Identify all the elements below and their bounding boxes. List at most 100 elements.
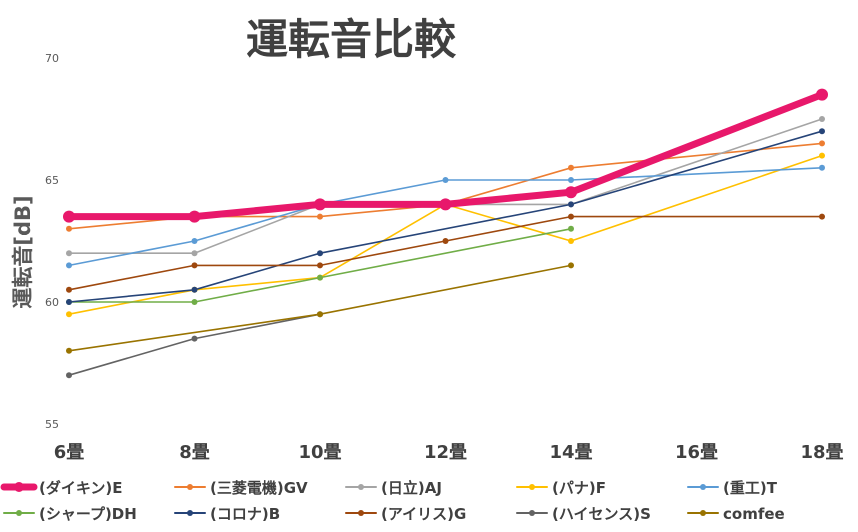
data-point <box>568 225 574 232</box>
legend-label: (ハイセンス)S <box>552 505 651 523</box>
data-point <box>819 213 825 220</box>
legend: (ダイキン)E (三菱電機)GV (日立)AJ (パナ)F (重工)T (シャープ)DH (… <box>0 479 785 523</box>
data-point <box>568 238 574 244</box>
legend-item: comfee <box>687 505 785 523</box>
legend-swatch-marker <box>16 510 22 516</box>
data-point <box>317 213 323 220</box>
legend-item: (日立)AJ <box>345 479 442 497</box>
series-line-segment <box>193 252 321 291</box>
legend-swatch-marker <box>529 510 535 516</box>
series-line-segment <box>570 130 823 206</box>
legend-label: (コロナ)B <box>210 505 280 523</box>
data-point <box>568 164 574 171</box>
series-line-segment <box>193 203 321 254</box>
series-line-segment <box>68 288 196 303</box>
series-line-segment <box>444 167 572 206</box>
chart-title: 運転音比較 <box>246 15 457 64</box>
data-point <box>565 186 577 199</box>
data-point <box>191 238 198 244</box>
data-point <box>66 225 72 232</box>
legend-swatch-marker <box>187 510 193 516</box>
data-point <box>819 152 825 159</box>
x-tick-label: 14畳 <box>549 442 592 463</box>
y-tick-label: 70 <box>45 52 59 65</box>
legend-label: (シャープ)DH <box>39 505 137 523</box>
data-point <box>317 262 323 269</box>
series-line-segment <box>319 203 572 254</box>
data-point <box>63 210 75 223</box>
legend-item: (三菱電機)GV <box>174 479 308 497</box>
data-point <box>819 140 825 147</box>
data-point <box>819 164 825 171</box>
legend-swatch-marker <box>14 482 24 492</box>
legend-swatch-marker <box>700 510 706 516</box>
legend-swatch-marker <box>700 484 706 490</box>
data-point <box>816 88 828 101</box>
legend-label: (ダイキン)E <box>39 479 123 497</box>
data-point <box>66 311 72 318</box>
series-line-segment <box>319 179 447 206</box>
legend-label: (アイリス)G <box>381 505 466 523</box>
data-point <box>568 213 574 220</box>
data-point <box>317 250 323 257</box>
data-point <box>317 311 323 318</box>
data-point <box>568 177 574 183</box>
data-point <box>66 250 72 257</box>
y-tick-label: 60 <box>45 296 59 309</box>
series-lines <box>65 91 826 377</box>
legend-label: (三菱電機)GV <box>210 479 308 497</box>
series-line-segment <box>319 240 447 267</box>
data-point <box>191 262 198 269</box>
data-point <box>819 116 825 122</box>
y-tick-label: 65 <box>45 174 59 187</box>
data-point <box>314 198 326 211</box>
data-point <box>191 286 198 293</box>
y-axis-label: 運転音[dB] <box>11 195 35 308</box>
y-tick-labels: 55 60 65 70 <box>45 52 59 431</box>
series-line-segment <box>193 313 321 340</box>
legend-swatch-marker <box>358 484 364 490</box>
series-line-segment <box>191 200 324 221</box>
series-line-segment <box>442 188 575 208</box>
series-line-segment <box>319 264 572 316</box>
legend-swatch-marker <box>529 484 535 490</box>
series-line-segment <box>68 313 321 352</box>
series-line-segment <box>444 203 572 242</box>
data-point <box>66 262 72 269</box>
legend-swatch-marker <box>187 484 193 490</box>
data-point <box>66 286 72 293</box>
series-line-segment <box>319 228 572 279</box>
series-line-segment <box>68 240 196 267</box>
series-line-segment <box>193 276 321 303</box>
series-line-segment <box>68 337 196 377</box>
series-line-segment <box>193 276 321 291</box>
legend-item: (パナ)F <box>516 479 606 497</box>
data-point <box>66 372 72 379</box>
series-line-segment <box>444 215 572 242</box>
x-tick-label: 8畳 <box>179 442 210 463</box>
data-point <box>568 262 574 269</box>
legend-item: (ハイセンス)S <box>516 505 651 523</box>
data-point <box>442 177 449 183</box>
legend-label: (パナ)F <box>552 479 606 497</box>
data-point <box>66 299 72 305</box>
data-point <box>439 198 452 211</box>
data-point <box>819 128 825 135</box>
legend-item: (重工)T <box>687 479 778 497</box>
data-point <box>442 238 449 244</box>
series-line-segment <box>193 203 321 242</box>
x-tick-label: 16畳 <box>675 442 718 463</box>
legend-label: (日立)AJ <box>381 479 442 497</box>
x-tick-label: 10畳 <box>298 442 341 463</box>
legend-label: comfee <box>723 505 785 523</box>
series-line-segment <box>68 264 196 291</box>
series-line-segment <box>567 91 826 196</box>
legend-label: (重工)T <box>723 479 778 497</box>
series-line-segment <box>570 142 823 169</box>
legend-item: (アイリス)G <box>345 505 466 523</box>
legend-swatch-marker <box>358 510 364 516</box>
data-point <box>191 299 198 305</box>
data-point <box>188 210 201 223</box>
data-point <box>66 347 72 354</box>
